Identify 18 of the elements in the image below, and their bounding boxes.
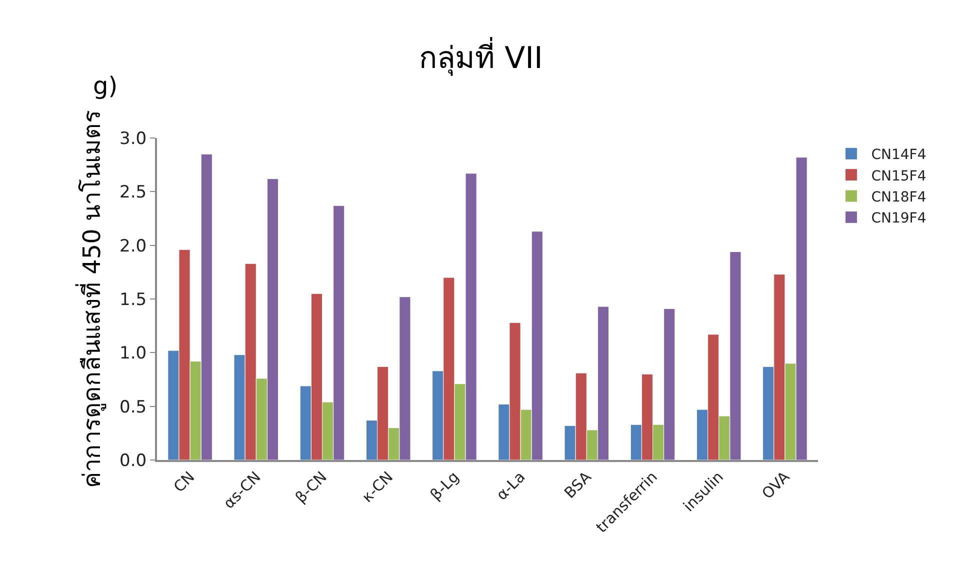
y-tick-label: 1.5 [120, 290, 147, 310]
legend-label: CN14F4 [871, 147, 926, 164]
legend-label: CN15F4 [871, 168, 926, 184]
chart-title: กลุ่มที่ VII [419, 36, 543, 77]
x-tick-label: OVA [758, 467, 794, 503]
text: g) [93, 72, 118, 100]
legend-label: CN19F4 [871, 210, 926, 227]
y-tick-label: 2.0 [120, 236, 147, 256]
x-tick-label: CN [170, 468, 198, 496]
x-tick-label: α-La [492, 468, 529, 504]
y-tick-label: 2.5 [120, 182, 147, 203]
legend-label: CN18F4 [871, 189, 926, 206]
y-tick-label: 1.0 [120, 344, 147, 364]
y-axis-title: ค่าการดูดกลืนแสงที่ 450 นาโนเมตร [75, 110, 108, 488]
y-tick-label: 3.0 [120, 128, 147, 149]
y-tick-label: 0.0 [120, 450, 147, 471]
y-tick-label: 0.5 [120, 397, 147, 418]
x-tick-label: BSA [560, 467, 596, 502]
